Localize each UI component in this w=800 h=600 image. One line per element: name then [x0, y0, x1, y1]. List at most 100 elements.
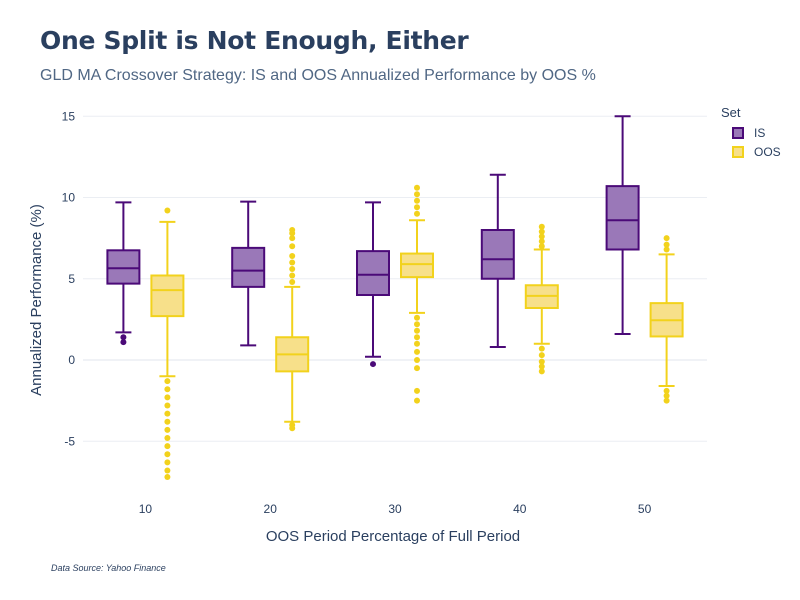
- outlier-point: [164, 459, 171, 466]
- outlier-point: [164, 402, 171, 409]
- y-tick-label: 10: [62, 191, 76, 205]
- chart-title: One Split is Not Enough, Either: [40, 26, 469, 55]
- box-oos-30: [400, 184, 434, 404]
- iqr-box: [106, 249, 141, 285]
- legend-swatch-oos: [732, 146, 744, 158]
- outlier-point: [663, 246, 670, 253]
- outlier-point: [289, 253, 296, 259]
- outlier-point: [414, 397, 420, 404]
- x-tick-label: 40: [513, 502, 527, 516]
- tick-layer: -5 0 5 10 15 10 20 30 40 50: [62, 109, 652, 516]
- x-tick-label: 10: [139, 502, 153, 516]
- outlier-point: [289, 227, 296, 233]
- outlier-point: [414, 387, 420, 394]
- outlier-point: [414, 321, 420, 328]
- iqr-box: [150, 274, 185, 318]
- outlier-point: [663, 235, 670, 242]
- box-layer: [106, 115, 684, 480]
- outlier-point: [164, 394, 171, 401]
- outlier-point: [370, 361, 376, 368]
- outlier-point: [289, 259, 296, 266]
- y-tick-label: 0: [68, 353, 75, 367]
- outlier-point: [538, 228, 545, 235]
- outlier-point: [538, 223, 545, 230]
- outlier-point: [289, 272, 296, 279]
- legend-title: Set: [721, 105, 741, 120]
- outlier-point: [414, 340, 420, 347]
- box-oos-40: [524, 223, 559, 375]
- y-tick-label: 5: [68, 272, 75, 286]
- outlier-point: [663, 241, 670, 248]
- outlier-point: [164, 410, 171, 417]
- outlier-point: [414, 348, 420, 355]
- outlier-point: [289, 425, 296, 432]
- outlier-point: [538, 352, 545, 359]
- x-tick-label: 30: [388, 502, 402, 516]
- outlier-point: [538, 345, 545, 352]
- outlier-point: [538, 368, 545, 375]
- outlier-point: [164, 386, 171, 393]
- outlier-point: [164, 435, 171, 441]
- grid-layer: [83, 115, 707, 442]
- outlier-point: [414, 327, 420, 334]
- outlier-point: [663, 397, 670, 404]
- outlier-point: [538, 233, 545, 240]
- outlier-point: [663, 387, 670, 394]
- box-is-50: [605, 115, 640, 335]
- outlier-point: [289, 243, 296, 250]
- outlier-point: [164, 378, 171, 385]
- box-oos-50: [649, 235, 684, 404]
- box-is-30: [356, 201, 390, 368]
- outlier-point: [414, 197, 420, 204]
- chart-subtitle: GLD MA Crossover Strategy: IS and OOS An…: [40, 67, 596, 84]
- x-tick-label: 50: [638, 502, 652, 516]
- outlier-point: [289, 266, 296, 272]
- outlier-point: [414, 210, 420, 217]
- y-tick-label: 15: [62, 109, 76, 123]
- box-oos-10: [150, 207, 185, 480]
- outlier-point: [538, 363, 545, 370]
- iqr-box: [480, 229, 515, 280]
- x-tick-label: 20: [264, 502, 278, 516]
- legend-label-is: IS: [754, 126, 766, 140]
- legend-item-is[interactable]: IS: [732, 124, 765, 142]
- legend-item-oos[interactable]: OOS: [732, 143, 781, 161]
- legend-label-oos: OOS: [754, 145, 781, 159]
- outlier-point: [164, 443, 171, 450]
- outlier-point: [414, 204, 420, 211]
- outlier-point: [414, 191, 420, 198]
- outlier-point: [164, 451, 171, 458]
- outlier-point: [538, 243, 545, 250]
- data-source-note: Data Source: Yahoo Finance: [51, 563, 166, 573]
- outlier-point: [164, 474, 171, 480]
- outlier-point: [120, 339, 127, 346]
- outlier-point: [164, 426, 171, 433]
- iqr-box: [231, 246, 266, 288]
- outlier-point: [164, 467, 171, 474]
- iqr-box: [400, 252, 434, 279]
- outlier-point: [414, 365, 420, 372]
- outlier-point: [120, 334, 127, 341]
- y-axis-title: Annualized Performance (%): [28, 204, 45, 396]
- outlier-point: [414, 184, 420, 191]
- outlier-point: [414, 357, 420, 363]
- outlier-point: [414, 334, 420, 341]
- y-tick-label: -5: [64, 434, 75, 448]
- legend-swatch-is: [732, 127, 744, 139]
- outlier-point: [538, 358, 545, 365]
- outlier-point: [164, 418, 171, 425]
- outlier-point: [414, 314, 420, 321]
- outlier-point: [538, 238, 545, 245]
- box-oos-20: [275, 227, 310, 432]
- box-is-10: [106, 201, 141, 346]
- box-is-40: [480, 173, 515, 348]
- outlier-point: [164, 207, 171, 214]
- iqr-box: [356, 250, 390, 296]
- outlier-point: [289, 279, 296, 285]
- x-axis-title: OOS Period Percentage of Full Period: [266, 528, 520, 545]
- outlier-point: [663, 392, 670, 399]
- box-is-20: [231, 200, 266, 347]
- iqr-box: [605, 185, 640, 251]
- outlier-point: [289, 235, 296, 242]
